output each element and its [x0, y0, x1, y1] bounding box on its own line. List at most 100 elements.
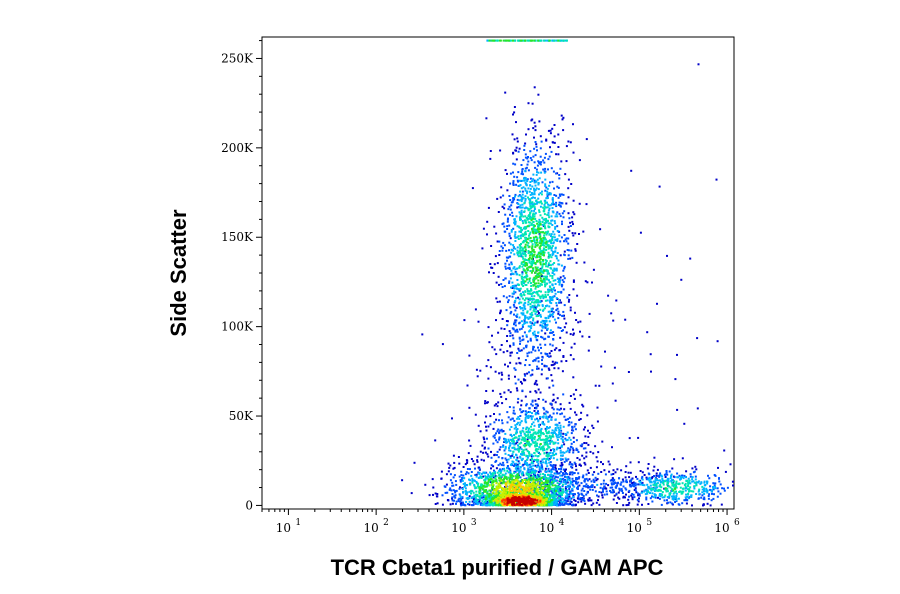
data-point	[527, 259, 529, 262]
data-point	[543, 496, 546, 499]
data-point	[593, 481, 596, 483]
data-point	[529, 292, 532, 295]
data-point	[583, 461, 586, 464]
data-point	[633, 496, 636, 499]
data-point	[551, 275, 554, 277]
data-point	[571, 473, 574, 476]
data-point	[572, 279, 575, 282]
data-point	[569, 461, 572, 464]
data-point	[556, 211, 559, 214]
data-point	[633, 489, 636, 491]
data-point	[489, 471, 492, 474]
data-point	[534, 381, 537, 384]
data-point	[549, 245, 552, 248]
data-point	[544, 296, 547, 299]
data-point	[577, 485, 579, 488]
data-point	[492, 442, 495, 445]
data-point	[549, 486, 552, 489]
data-point	[533, 213, 536, 216]
data-point	[558, 203, 560, 206]
data-point	[638, 483, 641, 486]
data-point	[464, 490, 467, 493]
data-point	[574, 411, 576, 414]
data-point	[614, 471, 617, 474]
data-point	[554, 292, 557, 295]
data-point	[499, 312, 501, 315]
data-point	[538, 425, 541, 428]
data-point	[528, 351, 531, 354]
data-point	[537, 294, 540, 297]
data-point	[553, 135, 556, 138]
data-point	[527, 475, 530, 478]
data-point	[570, 446, 573, 449]
data-point	[549, 498, 552, 500]
data-point	[499, 500, 502, 503]
data-point	[554, 466, 557, 469]
data-point	[510, 426, 513, 428]
data-point	[476, 503, 479, 506]
data-point	[665, 470, 668, 472]
data-point	[515, 469, 518, 472]
data-point	[526, 190, 529, 193]
data-point	[518, 316, 521, 319]
data-point	[488, 503, 491, 506]
data-point	[703, 487, 705, 490]
data-point	[570, 500, 573, 503]
data-point	[525, 491, 528, 493]
data-point	[553, 187, 555, 190]
data-point	[468, 483, 471, 486]
data-point	[532, 231, 535, 234]
data-point	[478, 486, 481, 489]
data-point	[520, 229, 523, 231]
data-point	[513, 305, 516, 308]
data-point	[607, 294, 610, 297]
data-point	[523, 262, 526, 265]
data-point	[532, 345, 535, 348]
data-point	[518, 448, 521, 451]
data-point	[515, 426, 517, 429]
data-point	[547, 129, 550, 132]
data-point	[624, 318, 627, 321]
data-point	[535, 256, 537, 259]
data-point	[542, 249, 545, 252]
data-point	[534, 235, 537, 238]
data-point	[539, 434, 542, 437]
data-point	[434, 503, 437, 505]
data-point	[690, 496, 693, 498]
data-point	[553, 203, 555, 206]
data-point	[571, 481, 574, 484]
data-point	[534, 241, 536, 244]
data-point	[544, 476, 547, 478]
data-point	[551, 235, 554, 238]
data-point	[458, 487, 461, 490]
data-point	[519, 287, 522, 290]
data-point	[526, 238, 529, 241]
data-point	[434, 492, 437, 495]
data-point	[548, 184, 551, 187]
data-point	[574, 463, 577, 465]
data-point	[628, 495, 630, 498]
data-point	[600, 461, 602, 464]
data-point	[489, 500, 492, 503]
data-point	[548, 320, 551, 323]
data-point	[515, 428, 518, 431]
data-point	[631, 496, 634, 499]
data-point	[582, 485, 585, 488]
data-point	[524, 177, 527, 179]
data-point	[670, 473, 673, 476]
data-point	[542, 237, 545, 239]
data-point	[551, 312, 554, 315]
data-point	[550, 307, 553, 310]
data-point	[563, 480, 566, 483]
data-point	[541, 253, 544, 256]
data-point	[560, 290, 563, 293]
data-point	[569, 309, 572, 312]
data-point	[524, 264, 527, 267]
data-point	[616, 468, 619, 471]
data-point	[541, 221, 544, 223]
data-point	[703, 489, 706, 492]
data-point	[711, 492, 713, 495]
data-point	[541, 294, 544, 297]
data-point	[462, 466, 465, 468]
data-point	[527, 221, 530, 224]
